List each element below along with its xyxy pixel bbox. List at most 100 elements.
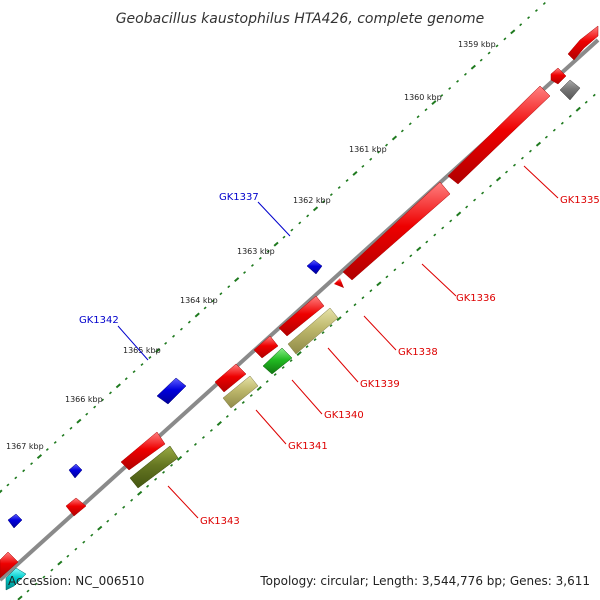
gene-feature[interactable] [65,497,87,517]
leader-line [257,201,291,237]
track-tick [154,477,158,481]
gene-feature[interactable] [222,375,259,409]
track-tick [164,341,168,345]
track-tick [108,391,112,395]
track-tick [400,129,404,133]
track-tick [298,221,302,225]
gene-label[interactable]: GK1338 [398,347,438,358]
kbp-label: 1366 kbp [65,395,103,404]
track-tick [201,436,205,439]
track-tick [408,122,412,126]
track-tick [552,128,556,132]
track-tick [273,241,279,247]
track-tick [265,380,269,383]
track-tick [132,370,136,374]
track-tick [361,296,365,300]
track-tick [266,249,270,253]
track-tick [534,9,538,12]
gene-feature[interactable] [0,551,19,579]
track-tick [34,582,38,586]
track-tick [520,156,524,160]
track-tick [568,114,572,118]
gene-feature[interactable] [68,463,83,479]
track-tick [305,345,309,349]
track-tick [385,275,389,279]
gene-feature[interactable] [214,363,247,393]
gene-feature[interactable] [287,307,339,355]
track-tick [250,264,254,267]
track-tick [0,489,3,494]
gene-label[interactable]: GK1343 [200,516,240,527]
leader-line [117,325,149,361]
track-tick [282,235,286,239]
gene-label[interactable]: GK1337 [219,192,259,203]
gene-feature[interactable] [253,335,279,359]
track-tick [106,519,110,523]
track-tick [560,121,564,125]
track-tick [441,226,445,230]
gene-feature[interactable] [156,377,187,405]
gene-label[interactable]: GK1336 [456,293,496,304]
track-tick [137,490,143,496]
track-tick [424,108,428,112]
gene-feature[interactable] [5,567,27,591]
track-tick [495,176,502,182]
accession-text: Accession: NC_006510 [8,574,145,588]
track-tick [329,193,333,197]
gene-feature[interactable] [342,181,451,281]
kbp-label: 1363 kbp [237,247,275,256]
gene-feature[interactable] [447,85,551,185]
track-tick [256,386,262,391]
track-tick [130,498,134,502]
gene-feature[interactable] [278,295,325,337]
gene-feature[interactable] [129,445,179,489]
track-tick [14,476,18,480]
track-tick [448,87,452,90]
track-tick [336,316,342,322]
track-tick [219,292,223,296]
track-tick [416,115,420,119]
track-tick [369,289,373,293]
gene-label[interactable]: GK1339 [360,379,400,390]
track-tick [431,100,437,106]
gene-feature[interactable] [550,67,567,85]
track-tick [495,44,499,48]
track-tick [57,560,63,566]
track-tick [544,135,548,139]
track-tick [243,271,247,274]
track-tick [124,377,128,381]
track-tick [227,285,231,289]
gene-label[interactable]: GK1340 [324,410,364,421]
track-tick [74,547,78,551]
track-tick [187,320,191,324]
track-tick [115,383,121,389]
gene-feature[interactable] [567,25,599,61]
track-tick [76,418,82,424]
track-tick [90,533,94,537]
leader-line [167,485,199,519]
track-tick [93,405,97,409]
track-tick [361,164,365,168]
track-tick [66,554,70,558]
gene-labels: GK1335 GK1336 GK1338 GK1339 GK1340 GK134… [79,192,600,527]
track-tick [45,448,49,451]
gene-feature[interactable] [262,347,293,375]
gene-feature[interactable] [306,259,323,275]
track-tick [203,306,207,310]
track-tick [425,240,429,244]
track-tick [481,191,485,195]
track-tick [85,412,89,416]
gene-label[interactable]: GK1341 [288,441,328,452]
track-tick [440,94,444,97]
track-tick [592,93,596,97]
gene-label[interactable]: GK1342 [79,315,119,326]
track-tick [172,334,176,338]
gene-feature[interactable] [7,513,23,529]
gene-label[interactable]: GK1335 [560,195,600,206]
gene-feature[interactable] [559,79,581,101]
leader-line [255,409,287,445]
gene-feature[interactable] [120,431,166,471]
gene-feature[interactable] [334,278,344,288]
track-tick [510,29,516,35]
track-tick [345,179,349,182]
